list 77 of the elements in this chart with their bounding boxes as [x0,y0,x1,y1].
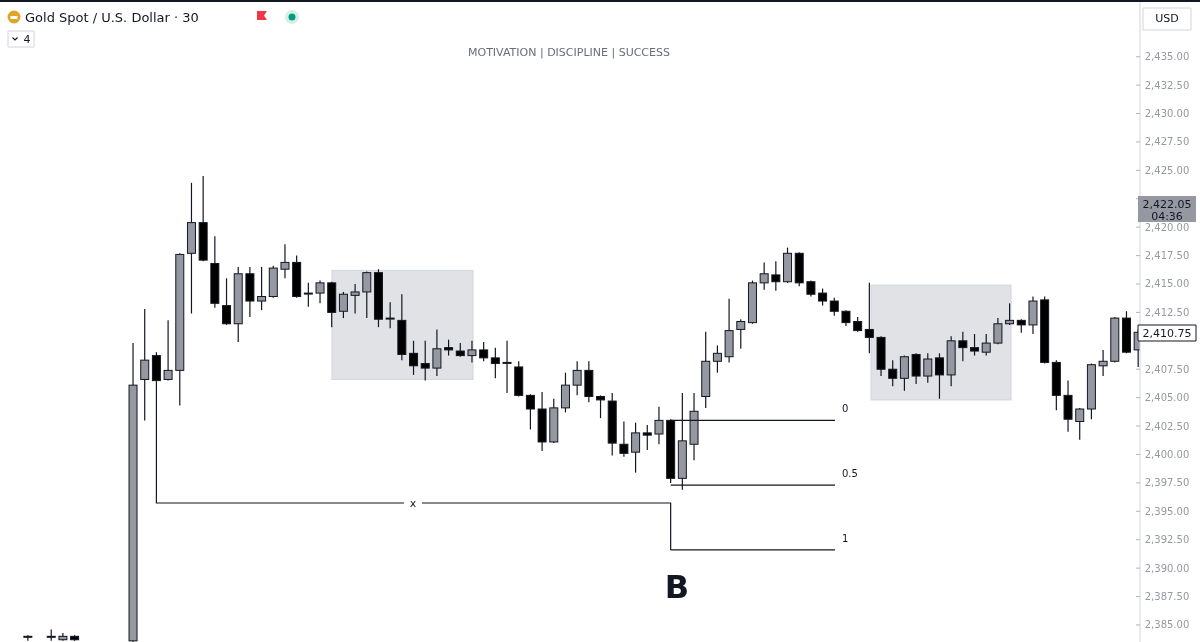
text: USD [1155,12,1179,25]
y-tick-label: 2,392.50 [1144,534,1190,546]
candlestick [1028,295,1038,335]
y-tick-label: 2,407.50 [1144,363,1190,375]
candlestick [981,333,991,357]
y-tick-label: 2,425.00 [1144,164,1190,176]
candlestick [631,422,641,474]
y-tick-label: 2,387.50 [1144,591,1190,603]
candlestick [163,319,173,382]
y-tick-label: 2,412.50 [1144,306,1190,318]
y-tick-label: 2,417.50 [1144,250,1190,262]
candlestick [759,261,769,291]
candlestick [315,279,325,304]
candlestick [1098,349,1108,377]
candlestick [385,301,395,329]
candlestick [993,317,1003,345]
candlestick [911,352,921,385]
text: Gold Spot / U.S. Dollar · 30 [25,10,199,25]
text: MOTIVATION | DISCIPLINE | SUCCESS [468,46,670,59]
candlestick [619,420,629,458]
candlestick [771,260,781,292]
candlestick [829,297,839,317]
candlestick [479,341,489,362]
y-tick-label: 2,397.50 [1144,477,1190,489]
candlestick [222,277,232,326]
annotation: 2,422.05 [1142,198,1192,211]
candlestick [257,266,267,311]
candlestick [864,282,874,354]
candlestick [303,282,313,308]
candlestick [1005,302,1015,326]
annotation: 0 [842,403,849,415]
annotation: x [409,497,417,510]
y-tick-label: 2,405.00 [1144,392,1190,404]
y-tick-label: 2,402.50 [1144,420,1190,432]
candlestick [490,347,500,379]
candlestick [923,352,933,384]
candlestick [888,359,898,387]
text: 04:36 [1151,210,1183,223]
candlestick [958,331,968,362]
annotation: 2,410.75 [1142,327,1192,340]
candlestick [409,340,419,376]
annotation: 1 [842,532,849,544]
candlestick [502,340,512,394]
y-tick-label: 2,430.00 [1144,108,1190,120]
y-tick-label: 2,385.00 [1144,619,1190,631]
candlestick [420,340,430,382]
candlestick [467,340,477,364]
annotation: 0.5 [842,468,858,480]
candlestick [899,355,909,392]
y-tick-label: 2,420.00 [1144,221,1190,233]
candlestick [140,308,150,421]
candlestick [642,424,652,451]
candlestick [970,333,980,357]
candlestick [572,360,582,396]
candlestick [350,283,360,315]
y-tick-label: 2,395.00 [1144,505,1190,517]
y-tick-label: 2,427.50 [1144,136,1190,148]
candlestick [280,243,290,279]
y-tick-label: 2,432.50 [1144,79,1190,91]
candlestick [525,393,535,431]
y-tick-label: 2,435.00 [1144,51,1190,63]
annotation: 4 [23,33,31,46]
y-tick-label: 2,390.00 [1144,562,1190,574]
candlestick [1075,407,1085,441]
candlestick [362,270,372,319]
candlestick [432,328,442,377]
candlestick [654,406,664,445]
annotation: B [664,568,690,606]
candlestick [338,291,348,319]
candlestick [934,352,944,400]
candlestick [596,394,606,419]
y-tick-label: 2,415.00 [1144,278,1190,290]
candlestick [560,372,570,414]
candlestick [1063,380,1073,433]
candlestick [712,344,722,374]
candlestick [736,318,746,350]
y-tick-label: 2,400.00 [1144,448,1190,460]
